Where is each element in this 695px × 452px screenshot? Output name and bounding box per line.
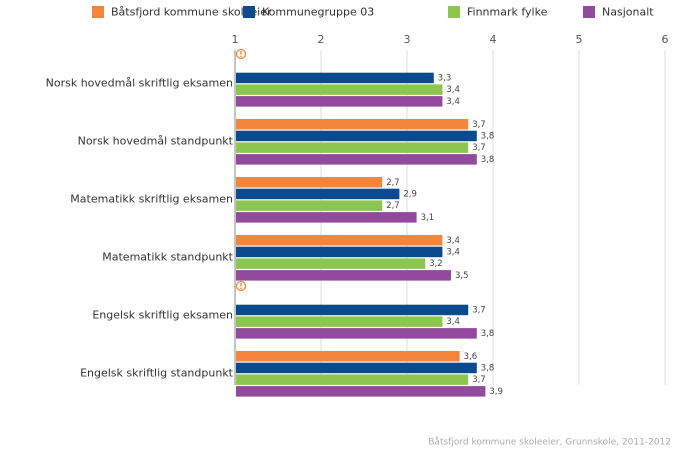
- value-label: 3,9: [489, 387, 503, 397]
- x-tick-label: 2: [318, 33, 325, 46]
- legend-swatch: [448, 6, 460, 18]
- x-tick-label: 6: [662, 33, 669, 46]
- value-label: 3,7: [472, 143, 486, 153]
- category-label: Matematikk skriftlig eksamen: [70, 192, 233, 205]
- value-label: 3,4: [446, 236, 460, 246]
- x-tick-label: 4: [490, 33, 497, 46]
- bar: [236, 246, 443, 258]
- bar: [236, 235, 443, 246]
- bar: [236, 212, 417, 223]
- category-label: Norsk hovedmål standpunkt: [78, 134, 234, 147]
- value-label: 3,3: [438, 73, 452, 83]
- bar: [236, 84, 443, 95]
- legend-swatch: [243, 6, 255, 18]
- value-label: 3,8: [481, 329, 495, 339]
- missing-icon: [240, 287, 242, 290]
- category-label: Norsk hovedmål skriftlig eksamen: [46, 76, 233, 89]
- category-label: Engelsk skriftlig standpunkt: [80, 366, 234, 379]
- value-label: 3,4: [446, 247, 460, 257]
- bar: [236, 362, 477, 374]
- missing-icon: [235, 48, 247, 60]
- value-label: 2,9: [403, 189, 417, 199]
- bar: [236, 304, 469, 316]
- bar: [236, 188, 400, 200]
- bar: [236, 328, 477, 339]
- value-label: 3,7: [472, 305, 486, 315]
- bar: [236, 316, 443, 327]
- category-label: Matematikk standpunkt: [102, 250, 233, 263]
- value-label: 3,8: [481, 155, 495, 165]
- category-label: Engelsk skriftlig eksamen: [92, 308, 233, 321]
- missing-icon: [235, 280, 247, 292]
- value-label: 3,4: [446, 97, 460, 107]
- x-tick-label: 3: [404, 33, 411, 46]
- value-label: 3,7: [472, 120, 486, 130]
- value-label: 3,7: [472, 375, 486, 385]
- value-label: 3,6: [464, 352, 478, 362]
- legend-label: Kommunegruppe 03: [262, 6, 374, 19]
- legend-label: Nasjonalt: [602, 6, 654, 19]
- legend-swatch: [583, 6, 595, 18]
- x-tick-label: 1: [232, 33, 239, 46]
- value-label: 3,8: [481, 131, 495, 141]
- value-label: 2,7: [386, 178, 400, 188]
- bar: [236, 96, 443, 107]
- legend-label: Båtsfjord kommune skoleeier: [111, 6, 272, 19]
- bar: [236, 200, 383, 211]
- bar: [236, 386, 486, 397]
- value-label: 3,8: [481, 363, 495, 373]
- source-note: Båtsfjord kommune skoleeier, Grunnskole,…: [428, 437, 671, 448]
- value-label: 3,5: [455, 271, 469, 281]
- value-label: 3,4: [446, 85, 460, 95]
- missing-icon: [240, 55, 242, 58]
- bar: [236, 258, 426, 269]
- bar: [236, 154, 477, 165]
- value-label: 2,7: [386, 201, 400, 211]
- legend-label: Finnmark fylke: [467, 6, 548, 19]
- bar: [236, 130, 477, 142]
- bar: [236, 177, 383, 188]
- legend-swatch: [92, 6, 104, 18]
- value-label: 3,4: [446, 317, 460, 327]
- bar: [236, 142, 469, 153]
- bar: [236, 351, 460, 362]
- bar: [236, 119, 469, 130]
- value-label: 3,1: [421, 213, 435, 223]
- bar: [236, 72, 434, 84]
- bar: [236, 270, 451, 281]
- x-tick-label: 5: [576, 33, 583, 46]
- bar: [236, 374, 469, 385]
- value-label: 3,2: [429, 259, 443, 269]
